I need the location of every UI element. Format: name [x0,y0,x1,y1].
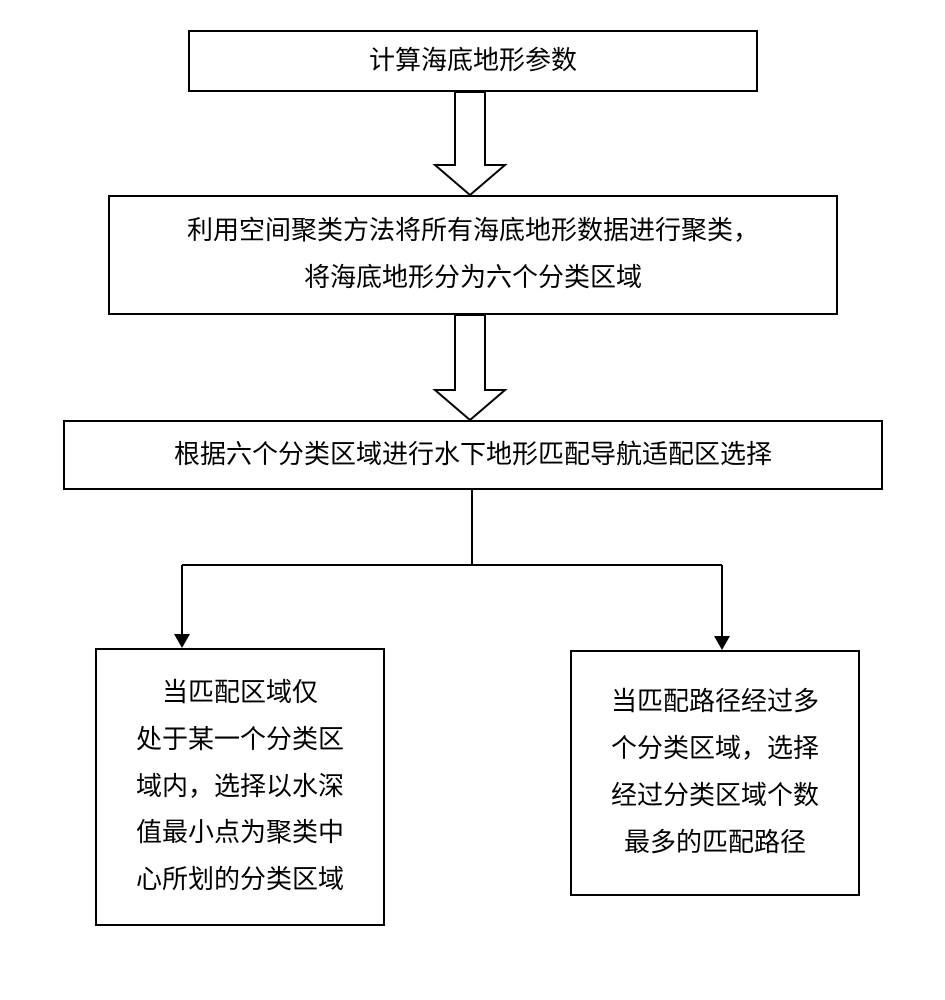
flowchart-node-2: 利用空间聚类方法将所有海底地形数据进行聚类， 将海底地形分为六个分类区域 [108,195,838,315]
node-4-text: 当匹配区域仅 处于某一个分类区 域内，选择以水深 值最小点为聚类中 心所划的分类… [136,670,344,904]
flowchart-node-3: 根据六个分类区域进行水下地形匹配导航适配区选择 [63,420,883,490]
flowchart-node-5: 当匹配路径经过多 个分类区域，选择 经过分类区域个数 最多的匹配路径 [570,650,860,896]
flowchart-node-4: 当匹配区域仅 处于某一个分类区 域内，选择以水深 值最小点为聚类中 心所划的分类… [95,648,385,926]
hollow-arrow-1 [415,92,525,200]
hollow-arrow-2 [415,315,525,425]
flowchart-node-1: 计算海底地形参数 [188,30,758,92]
node-5-text: 当匹配路径经过多 个分类区域，选择 经过分类区域个数 最多的匹配路径 [611,679,819,866]
node-2-text: 利用空间聚类方法将所有海底地形数据进行聚类， 将海底地形分为六个分类区域 [187,208,759,302]
node-3-text: 根据六个分类区域进行水下地形匹配导航适配区选择 [174,432,772,479]
node-1-text: 计算海底地形参数 [369,38,577,85]
branch-connector [0,490,945,665]
